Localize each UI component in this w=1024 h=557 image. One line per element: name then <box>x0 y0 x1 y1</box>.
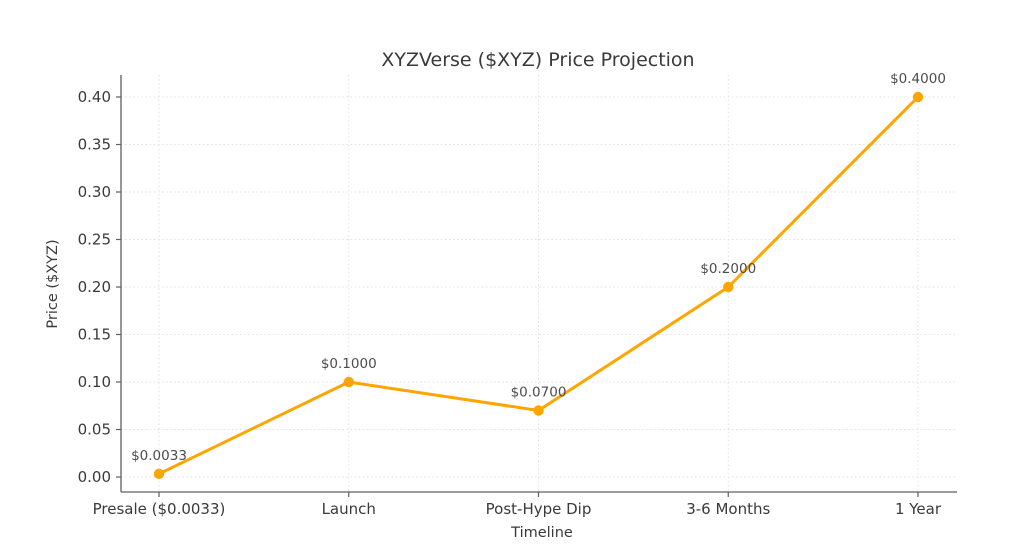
data-point-marker <box>723 281 734 293</box>
y-tick-label: 0.25 <box>78 231 111 249</box>
data-point-marker <box>153 468 165 480</box>
plot-area: 0.00 0.05 0.10 0.15 0.20 0.25 0.30 0.35 0.40 Pres… <box>78 71 957 518</box>
y-tick-label: 0.35 <box>78 136 111 154</box>
x-tick-label: Post-Hype Dip <box>486 500 592 518</box>
data-point-label: $0.0033 <box>131 448 187 464</box>
y-tick-label: 0.20 <box>78 278 111 296</box>
x-axis-label: Timeline <box>510 525 573 541</box>
y-tick-label: 0.30 <box>78 183 111 201</box>
x-tick-label: Launch <box>322 500 376 518</box>
data-point-label: $0.0700 <box>511 385 567 401</box>
data-point-marker <box>533 405 544 416</box>
y-tick-label: 0.40 <box>78 88 111 106</box>
x-tick-label: 3-6 Months <box>686 500 770 518</box>
y-axis-label: Price ($XYZ) <box>45 239 61 328</box>
y-tick-label: 0.05 <box>78 421 111 439</box>
chart-title: XYZVerse ($XYZ) Price Projection <box>381 49 694 71</box>
x-tick-label: 1 Year <box>895 500 942 518</box>
data-point-label: $0.1000 <box>321 356 377 372</box>
y-tick-label: 0.00 <box>78 468 111 486</box>
data-point-label: $0.2000 <box>700 261 756 277</box>
y-tick-label: 0.10 <box>78 373 111 391</box>
data-point-label: $0.4000 <box>890 71 946 87</box>
data-point-marker <box>343 376 354 388</box>
data-point-marker <box>912 91 924 103</box>
y-tick-label: 0.15 <box>78 326 111 344</box>
x-tick-label: Presale ($0.0033) <box>93 500 226 518</box>
